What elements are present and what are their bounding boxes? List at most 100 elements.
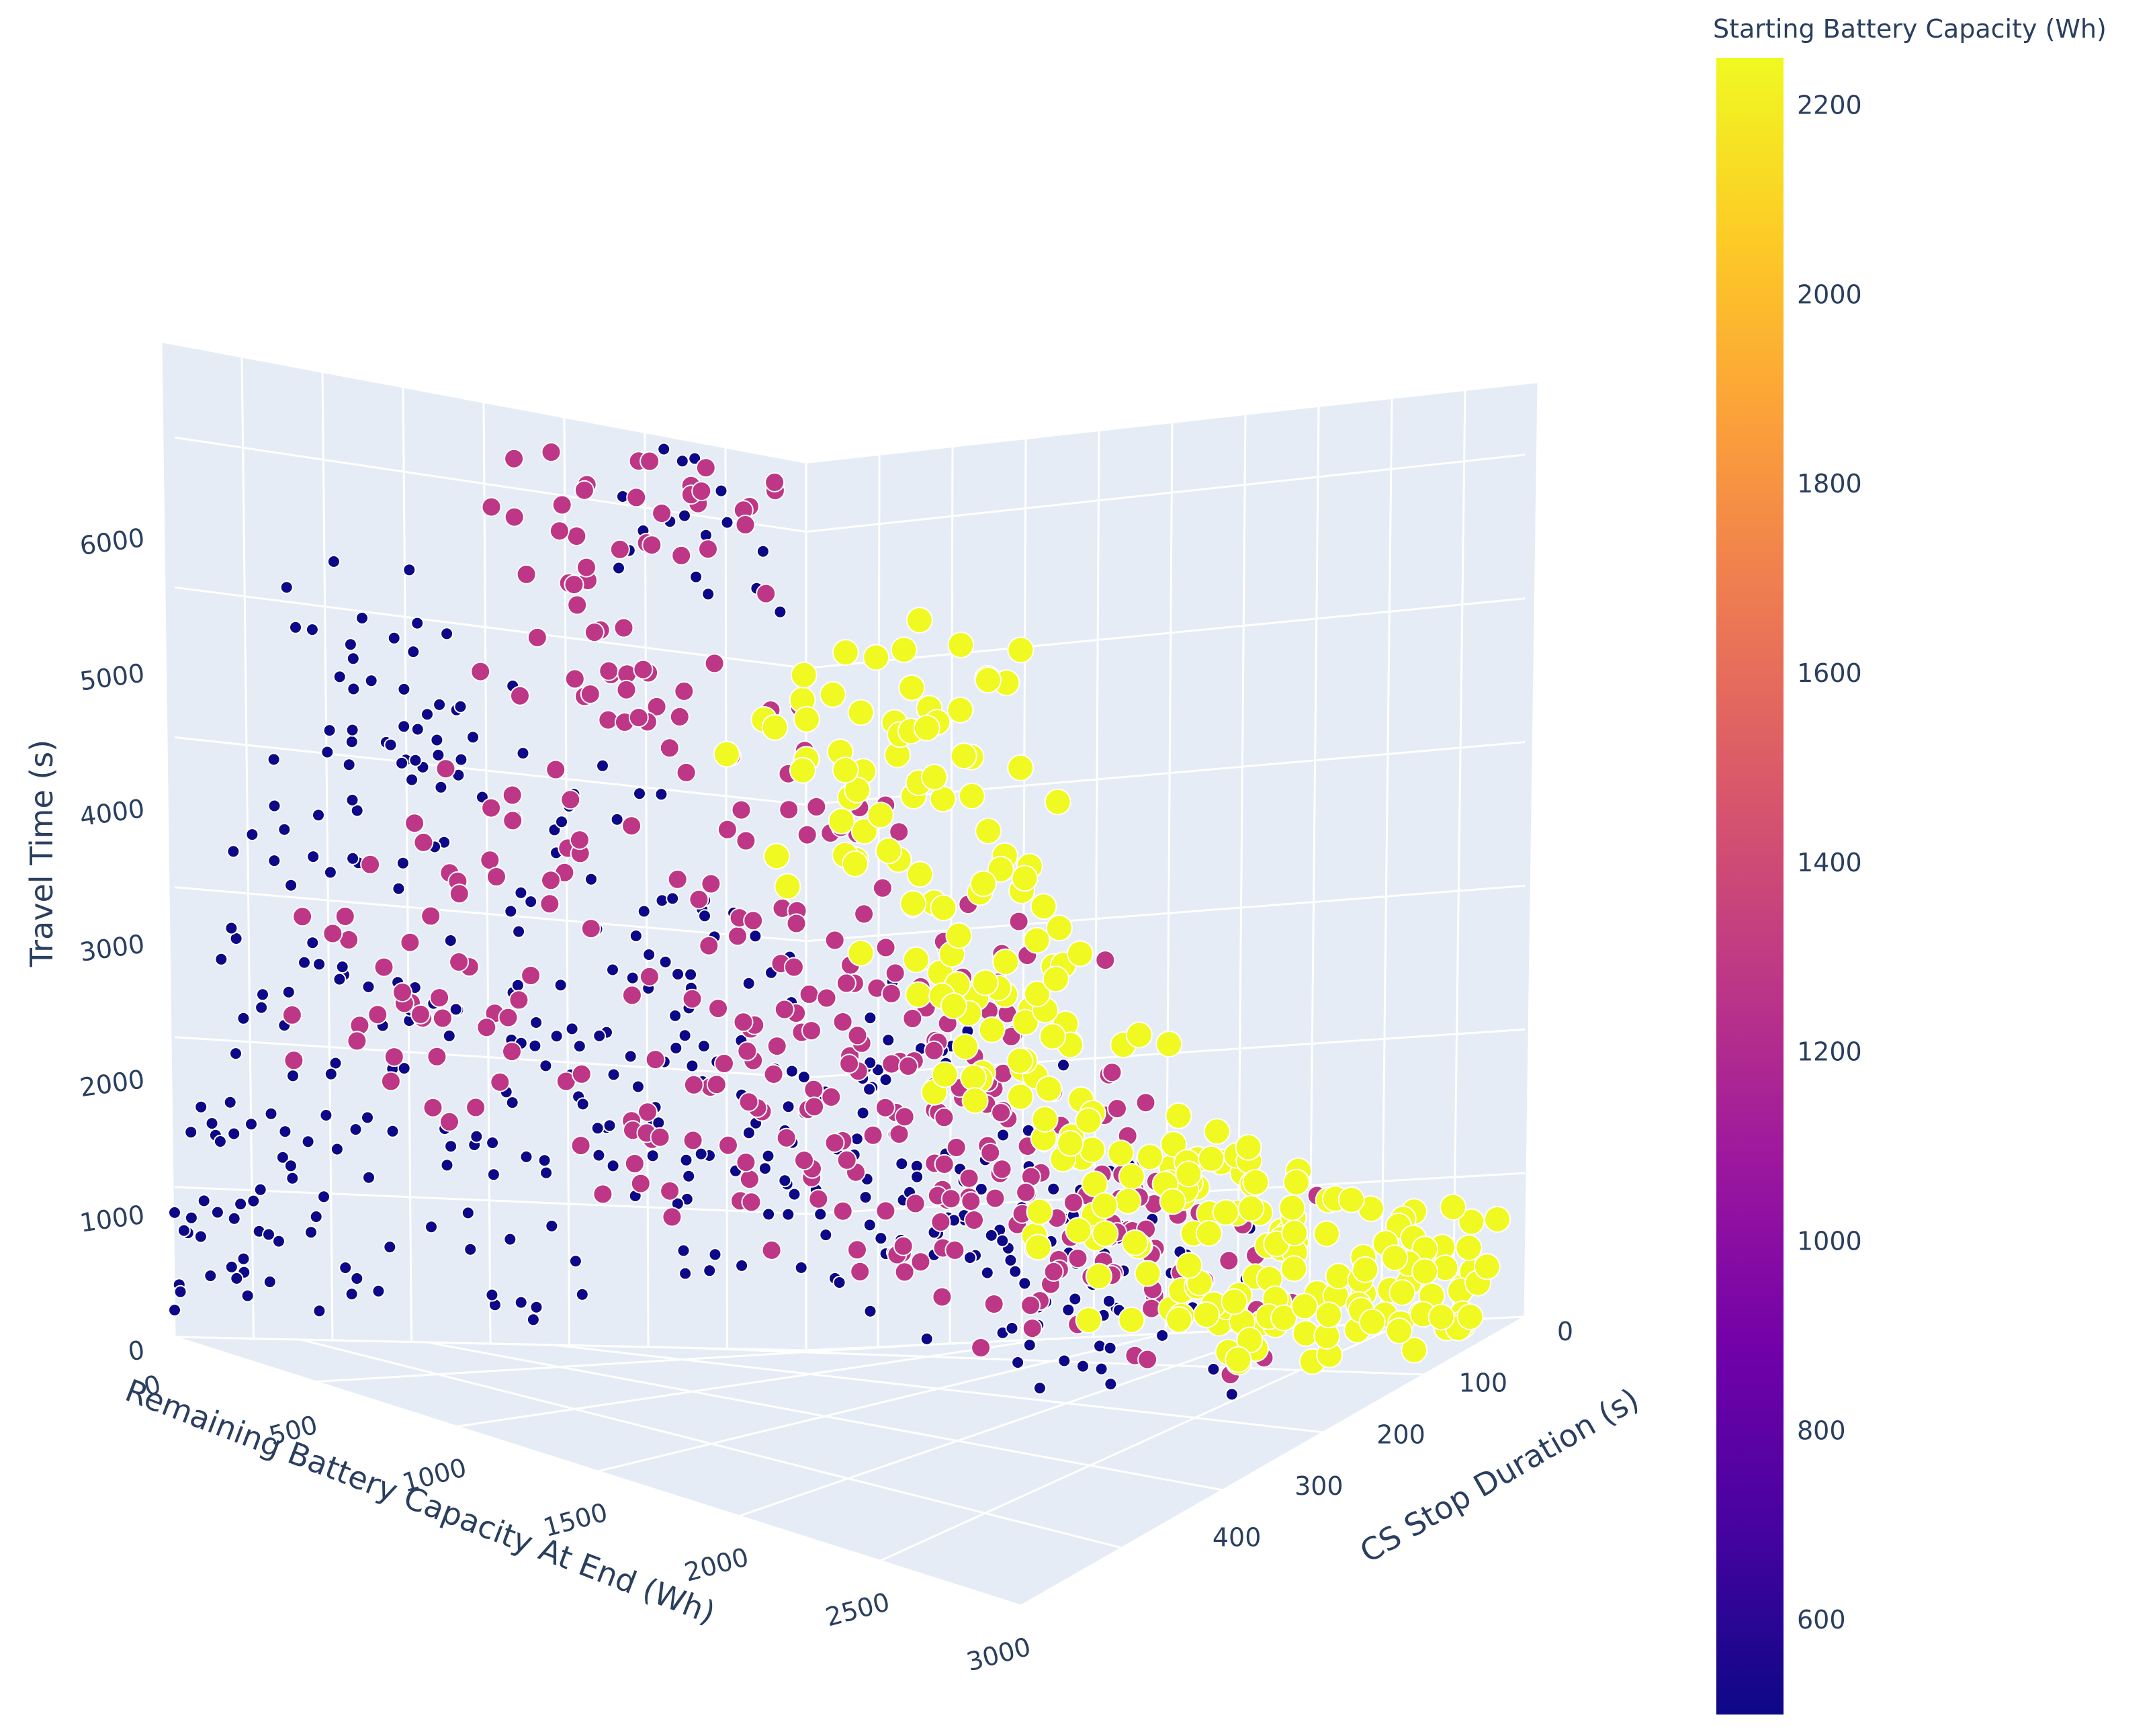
data-point[interactable]: [355, 611, 369, 625]
data-point[interactable]: [197, 1194, 211, 1208]
data-point[interactable]: [889, 822, 910, 842]
data-point[interactable]: [1063, 1192, 1084, 1213]
data-point[interactable]: [373, 957, 394, 978]
data-point[interactable]: [1313, 1220, 1340, 1248]
data-point[interactable]: [776, 1127, 797, 1148]
data-point[interactable]: [281, 1004, 302, 1025]
data-point[interactable]: [227, 1211, 241, 1225]
data-point[interactable]: [1155, 1031, 1183, 1057]
data-point[interactable]: [486, 1168, 500, 1182]
data-point[interactable]: [991, 1102, 1012, 1123]
data-point[interactable]: [808, 1188, 829, 1209]
data-point[interactable]: [1011, 1356, 1025, 1369]
data-point[interactable]: [961, 1087, 989, 1115]
data-point[interactable]: [304, 1225, 318, 1240]
data-point[interactable]: [576, 1097, 590, 1111]
data-point[interactable]: [828, 808, 855, 835]
data-point[interactable]: [847, 939, 875, 967]
data-point[interactable]: [763, 842, 791, 870]
data-point[interactable]: [504, 904, 518, 918]
data-point[interactable]: [481, 797, 502, 818]
data-point[interactable]: [1023, 926, 1051, 954]
data-point[interactable]: [960, 1064, 987, 1091]
data-point[interactable]: [793, 705, 820, 733]
data-point[interactable]: [1011, 865, 1039, 892]
data-point[interactable]: [283, 1159, 298, 1173]
data-point[interactable]: [566, 526, 587, 546]
data-point[interactable]: [910, 1252, 931, 1272]
data-point[interactable]: [714, 484, 728, 498]
data-point[interactable]: [633, 787, 646, 801]
data-point[interactable]: [890, 636, 918, 664]
data-point[interactable]: [832, 756, 859, 784]
data-point[interactable]: [552, 494, 572, 515]
data-point[interactable]: [511, 978, 525, 992]
data-point[interactable]: [193, 1229, 208, 1244]
data-point[interactable]: [698, 909, 711, 923]
data-point[interactable]: [659, 738, 680, 758]
data-point[interactable]: [932, 1287, 953, 1307]
data-point[interactable]: [449, 951, 470, 972]
data-point[interactable]: [671, 545, 692, 566]
data-point[interactable]: [516, 564, 537, 584]
data-point[interactable]: [689, 889, 709, 910]
data-point[interactable]: [339, 1261, 353, 1274]
data-point[interactable]: [894, 1106, 915, 1127]
data-point[interactable]: [554, 978, 568, 992]
data-point[interactable]: [694, 1147, 708, 1161]
data-point[interactable]: [440, 1158, 454, 1172]
data-point[interactable]: [1085, 1262, 1112, 1290]
data-point[interactable]: [718, 1135, 738, 1156]
data-point[interactable]: [397, 720, 411, 734]
data-point[interactable]: [480, 850, 500, 871]
data-point[interactable]: [717, 819, 738, 840]
data-point[interactable]: [813, 1207, 828, 1221]
data-point[interactable]: [210, 1205, 224, 1219]
data-point[interactable]: [675, 454, 689, 468]
data-point[interactable]: [731, 799, 752, 820]
data-point[interactable]: [1484, 1205, 1511, 1233]
data-point[interactable]: [766, 1036, 787, 1057]
data-point[interactable]: [442, 1029, 456, 1043]
data-point[interactable]: [639, 966, 660, 987]
data-point[interactable]: [443, 934, 457, 947]
data-point[interactable]: [429, 988, 450, 1008]
data-point[interactable]: [1282, 1168, 1310, 1196]
data-point[interactable]: [461, 1206, 475, 1220]
data-point[interactable]: [405, 773, 419, 787]
data-point[interactable]: [305, 623, 319, 637]
data-point[interactable]: [205, 1117, 219, 1131]
data-point[interactable]: [980, 1142, 1001, 1163]
data-point[interactable]: [512, 924, 526, 939]
data-point[interactable]: [410, 616, 425, 630]
data-point[interactable]: [1007, 754, 1035, 781]
data-point[interactable]: [894, 1262, 915, 1283]
data-point[interactable]: [1104, 1377, 1118, 1391]
data-point[interactable]: [698, 539, 718, 560]
data-point[interactable]: [850, 818, 878, 845]
data-point[interactable]: [646, 696, 667, 717]
data-point[interactable]: [713, 740, 740, 768]
data-point[interactable]: [678, 509, 691, 523]
data-point[interactable]: [657, 442, 671, 456]
data-point[interactable]: [1024, 1233, 1052, 1261]
data-point[interactable]: [875, 1097, 895, 1118]
data-point[interactable]: [959, 1168, 979, 1188]
data-point[interactable]: [1427, 1303, 1455, 1331]
data-point[interactable]: [1389, 1278, 1416, 1306]
data-point[interactable]: [466, 730, 480, 744]
data-point[interactable]: [345, 1287, 359, 1301]
data-point[interactable]: [286, 1069, 300, 1083]
data-point[interactable]: [652, 503, 672, 523]
data-point[interactable]: [1121, 1229, 1149, 1256]
data-point[interactable]: [1212, 1199, 1239, 1226]
data-point[interactable]: [184, 1211, 198, 1225]
data-point[interactable]: [1358, 1308, 1386, 1336]
data-point[interactable]: [408, 753, 423, 767]
data-point[interactable]: [699, 935, 719, 956]
data-point[interactable]: [738, 1092, 759, 1113]
data-point[interactable]: [773, 605, 787, 619]
data-point[interactable]: [1473, 1253, 1501, 1281]
data-point[interactable]: [267, 799, 281, 813]
data-point[interactable]: [1270, 1304, 1297, 1332]
